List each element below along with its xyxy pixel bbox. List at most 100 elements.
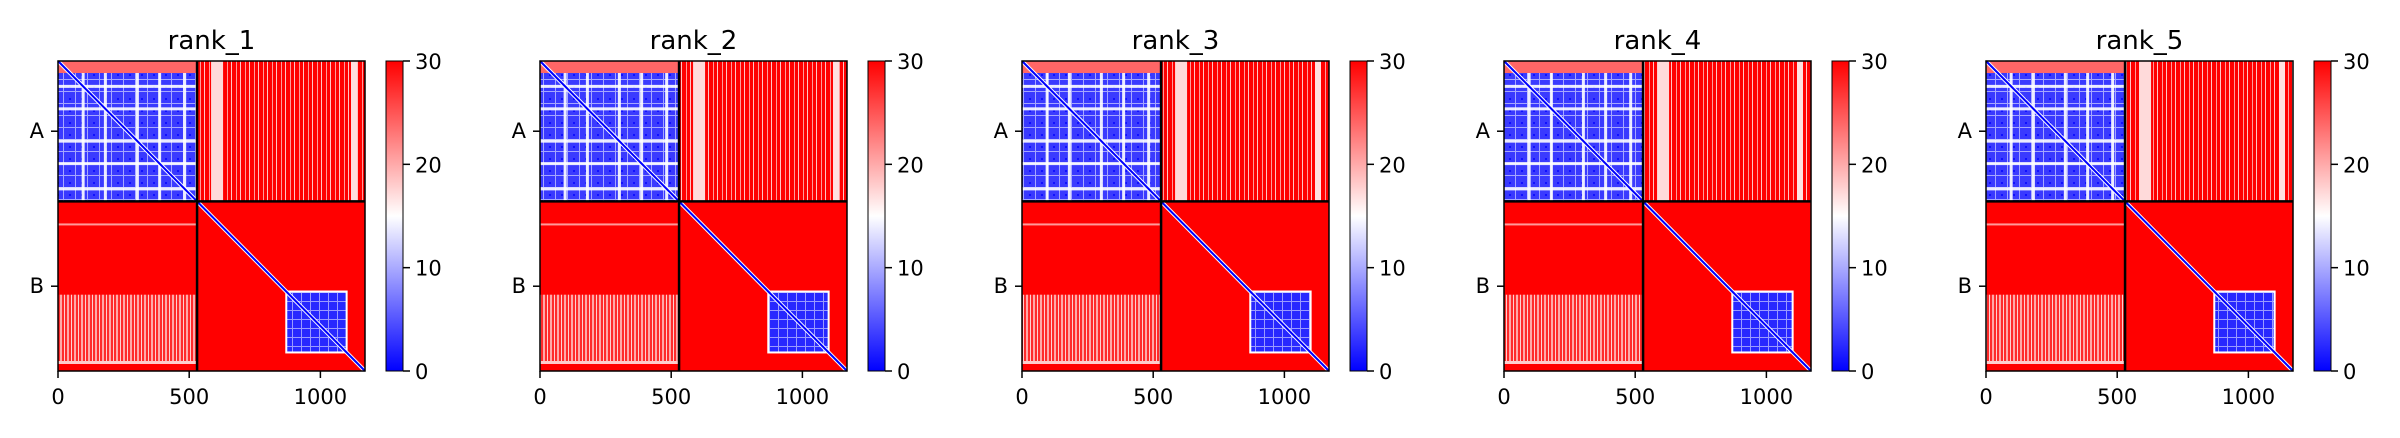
block-a-a-hline [540, 139, 680, 143]
colorbar [1349, 60, 1368, 372]
y-tick-label: A [30, 119, 45, 143]
axes-frame [1021, 60, 1330, 372]
block-a-a-top-band [1504, 61, 1644, 73]
block-a-b-band [1315, 61, 1321, 202]
block-b-a-line [540, 223, 680, 226]
panel-title: rank_3 [1132, 26, 1220, 56]
block-a-a-hline [58, 84, 198, 88]
block-a-a-vline [2111, 61, 2115, 202]
block-a-a-hline [58, 139, 198, 143]
x-tick-label: 1000 [1740, 385, 1793, 409]
colorbar-tick-label: 20 [415, 153, 442, 177]
y-tick-label: B [1958, 274, 1972, 298]
diagonal [1503, 60, 1812, 372]
block-a-a-hline [1504, 162, 1644, 166]
block-a-a-vline [585, 61, 589, 202]
y-tick-label: B [1476, 274, 1490, 298]
heatmap-panel-5: rank_5 0 500 1000 A B 0 10 20 30 [1958, 26, 2370, 409]
block-a-b-band [693, 61, 706, 202]
block-b-a-line [1022, 361, 1162, 364]
block-a-a-hline [1504, 187, 1644, 191]
block-a-a-top-band [1986, 61, 2126, 73]
block-a-a-vline [2063, 61, 2067, 202]
block-a-a-hline [540, 107, 680, 111]
block-a-a-vline [617, 61, 621, 202]
block-a-a-vline [2009, 61, 2013, 202]
block-a-a-hline [58, 107, 198, 111]
colorbar [2313, 60, 2332, 372]
block-a-a-hline [1504, 84, 1644, 88]
block-b-a-line [1504, 223, 1644, 226]
block-a-a-vline [1549, 61, 1553, 202]
block-a-b-band [211, 61, 224, 202]
y-tick-label: A [994, 119, 1009, 143]
block-a-a-hline [1986, 107, 2126, 111]
colorbar-tick-label: 10 [2343, 257, 2370, 281]
colorbar-tick-label: 10 [1861, 257, 1888, 281]
colorbar-tick-label: 30 [415, 50, 442, 74]
block-a-b [1161, 61, 1329, 202]
x-tick-label: 500 [1615, 385, 1655, 409]
y-tick-label: A [1476, 119, 1491, 143]
colorbar-tick-label: 20 [1379, 153, 1406, 177]
block-b-a-stripes [1504, 294, 1644, 363]
block-b-a-stripes [58, 294, 198, 363]
diagonal [57, 60, 366, 372]
block-b-a-stripes [1986, 294, 2126, 363]
block-a-a-vline [2031, 61, 2035, 202]
x-tick-label: 1000 [2222, 385, 2275, 409]
y-tick-label: B [994, 274, 1008, 298]
block-b-a-line [1022, 223, 1162, 226]
block-a-a-vline [81, 61, 85, 202]
block-a-b-band [2139, 61, 2152, 202]
x-tick-label: 500 [1133, 385, 1173, 409]
block-a-a-vline [1629, 61, 1633, 202]
block-a-b [1643, 61, 1811, 202]
x-tick-label: 1000 [294, 385, 347, 409]
colorbar-tick-label: 30 [1861, 50, 1888, 74]
colorbar-tick-label: 20 [2343, 153, 2370, 177]
block-a-a-vline [665, 61, 669, 202]
block-a-b [2125, 61, 2293, 202]
axes-frame [1503, 60, 1812, 372]
block-a-a-hline [1022, 187, 1162, 191]
colorbar [1831, 60, 1850, 372]
panel-title: rank_1 [168, 26, 256, 56]
block-a-b [679, 61, 847, 202]
block-a-a-top-band [1022, 61, 1162, 73]
block-a-a-vline [1099, 61, 1103, 202]
colorbar-tick-label: 0 [1861, 360, 1874, 384]
block-a-a-vline [183, 61, 187, 202]
block-a-a-hline [540, 84, 680, 88]
panel-title: rank_2 [650, 26, 738, 56]
x-tick-label: 0 [1979, 385, 1992, 409]
block-a-a-vline [1581, 61, 1585, 202]
colorbar-tick-label: 30 [2343, 50, 2370, 74]
block-a-a-vline [1147, 61, 1151, 202]
heatmap-panel-3: rank_3 0 500 1000 A B 0 10 20 30 [994, 26, 1406, 409]
block-a-a-vline [2086, 61, 2090, 202]
block-a-a-hline [58, 187, 198, 191]
x-tick-label: 1000 [1258, 385, 1311, 409]
colorbar-tick-label: 10 [415, 257, 442, 281]
panel-title: rank_5 [2096, 26, 2184, 56]
block-b-a-stripes [1022, 294, 1162, 363]
diagonal [1985, 60, 2294, 372]
x-tick-label: 500 [169, 385, 209, 409]
block-a-a-hline [1986, 187, 2126, 191]
diagonal [1021, 60, 1330, 372]
colorbar-tick-label: 20 [1861, 153, 1888, 177]
heatmap-panel-2: rank_2 0 500 1000 A B 0 10 20 30 [512, 26, 924, 409]
y-tick-label: A [1958, 119, 1973, 143]
block-a-a-hline [1022, 162, 1162, 166]
block-a-a-hline [58, 162, 198, 166]
block-b-a-line [58, 223, 198, 226]
colorbar-tick-label: 20 [897, 153, 924, 177]
block-b-a-line [540, 361, 680, 364]
block-a-a-vline [135, 61, 139, 202]
colorbar-tick-label: 0 [1379, 360, 1392, 384]
block-a-a-vline [1067, 61, 1071, 202]
block-a-a-vline [563, 61, 567, 202]
colorbar-tick-label: 0 [2343, 360, 2356, 384]
